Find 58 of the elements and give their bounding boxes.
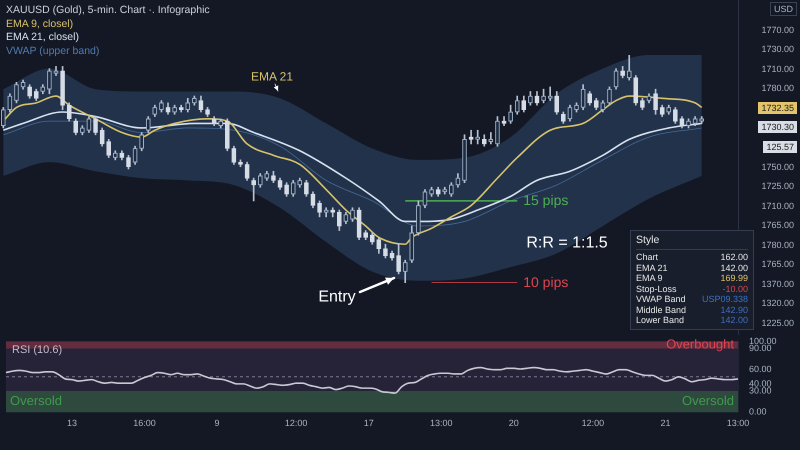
text: Entry bbox=[318, 288, 356, 306]
x-tick-label: 13:00 bbox=[726, 418, 750, 428]
category-label: Middle Band bbox=[636, 304, 686, 315]
text: -10.00 bbox=[722, 284, 748, 294]
category-label: VWAP Band bbox=[636, 294, 686, 304]
x-tick-label: 9 bbox=[214, 418, 220, 428]
category-label: Chart bbox=[636, 252, 658, 262]
x-tick-label: 13:00 bbox=[430, 418, 453, 428]
text: 142.90 bbox=[720, 304, 748, 314]
text: 1710.00 bbox=[760, 62, 795, 75]
text: 142.00 bbox=[720, 315, 748, 325]
text: VWAP (upper band) bbox=[6, 44, 100, 58]
x-tick-label: 12:00 bbox=[582, 418, 604, 428]
x-tick-label: 17 bbox=[364, 418, 374, 428]
category-label: EMA 9 bbox=[636, 273, 663, 284]
text: 1225.00 bbox=[760, 317, 795, 329]
text: 1725.00 bbox=[760, 180, 795, 192]
text: EMA 21, closel) bbox=[6, 31, 80, 44]
text: 162.00 bbox=[720, 252, 748, 262]
text: 1765.00 bbox=[760, 258, 795, 270]
band-label: Oversold bbox=[682, 393, 734, 408]
y-tick-label: 60.00 bbox=[749, 364, 772, 374]
x-tick-label: 16:00 bbox=[133, 418, 156, 428]
x-tick-label: 21 bbox=[660, 418, 670, 428]
series-label: 15 pips bbox=[523, 192, 568, 208]
category-label: Lower Band bbox=[636, 315, 684, 326]
x-tick-label: 13 bbox=[66, 418, 77, 428]
series-label: 10 pips bbox=[523, 274, 568, 290]
text: 1770.00 bbox=[760, 24, 795, 36]
text: USP09.338 bbox=[702, 294, 748, 304]
text: 169.99 bbox=[720, 273, 748, 283]
annotation: Oversold bbox=[10, 393, 62, 408]
category-label: EMA 21 bbox=[636, 262, 668, 273]
x-tick-label: 20 bbox=[508, 418, 519, 428]
text: 1780.00 bbox=[760, 82, 795, 94]
annotation: R:R = 1:1.5 bbox=[526, 234, 608, 252]
y-tick-label: 0.00 bbox=[749, 406, 767, 417]
annotation: EMA 21 bbox=[250, 69, 294, 84]
text: Style bbox=[636, 234, 748, 250]
text: 1370.00 bbox=[760, 278, 795, 290]
text: 1730.00 bbox=[760, 43, 795, 56]
text: 1765.00 bbox=[760, 219, 795, 232]
text: USD bbox=[770, 2, 797, 16]
text: 1710.00 bbox=[760, 200, 795, 212]
text: 125.57 bbox=[763, 140, 797, 153]
chart-title: XAUUSD (Gold), 5-min. Chart ·. Infographic bbox=[6, 4, 210, 18]
text: 1730.30 bbox=[758, 121, 797, 134]
text: 1732.35 bbox=[758, 102, 797, 114]
band-label: Overbought bbox=[666, 336, 734, 352]
text: EMA 9, closel) bbox=[6, 18, 74, 31]
line-series bbox=[5, 366, 739, 394]
text: 142.00 bbox=[720, 262, 748, 272]
chart-title: RSI (10.6) bbox=[12, 344, 62, 356]
text: 1320.00 bbox=[760, 297, 795, 310]
text: 1750.00 bbox=[760, 160, 795, 172]
text: 1780.00 bbox=[760, 238, 795, 251]
x-tick-label: 12:00 bbox=[284, 418, 308, 428]
category-label: Stop-Loss bbox=[636, 284, 677, 294]
